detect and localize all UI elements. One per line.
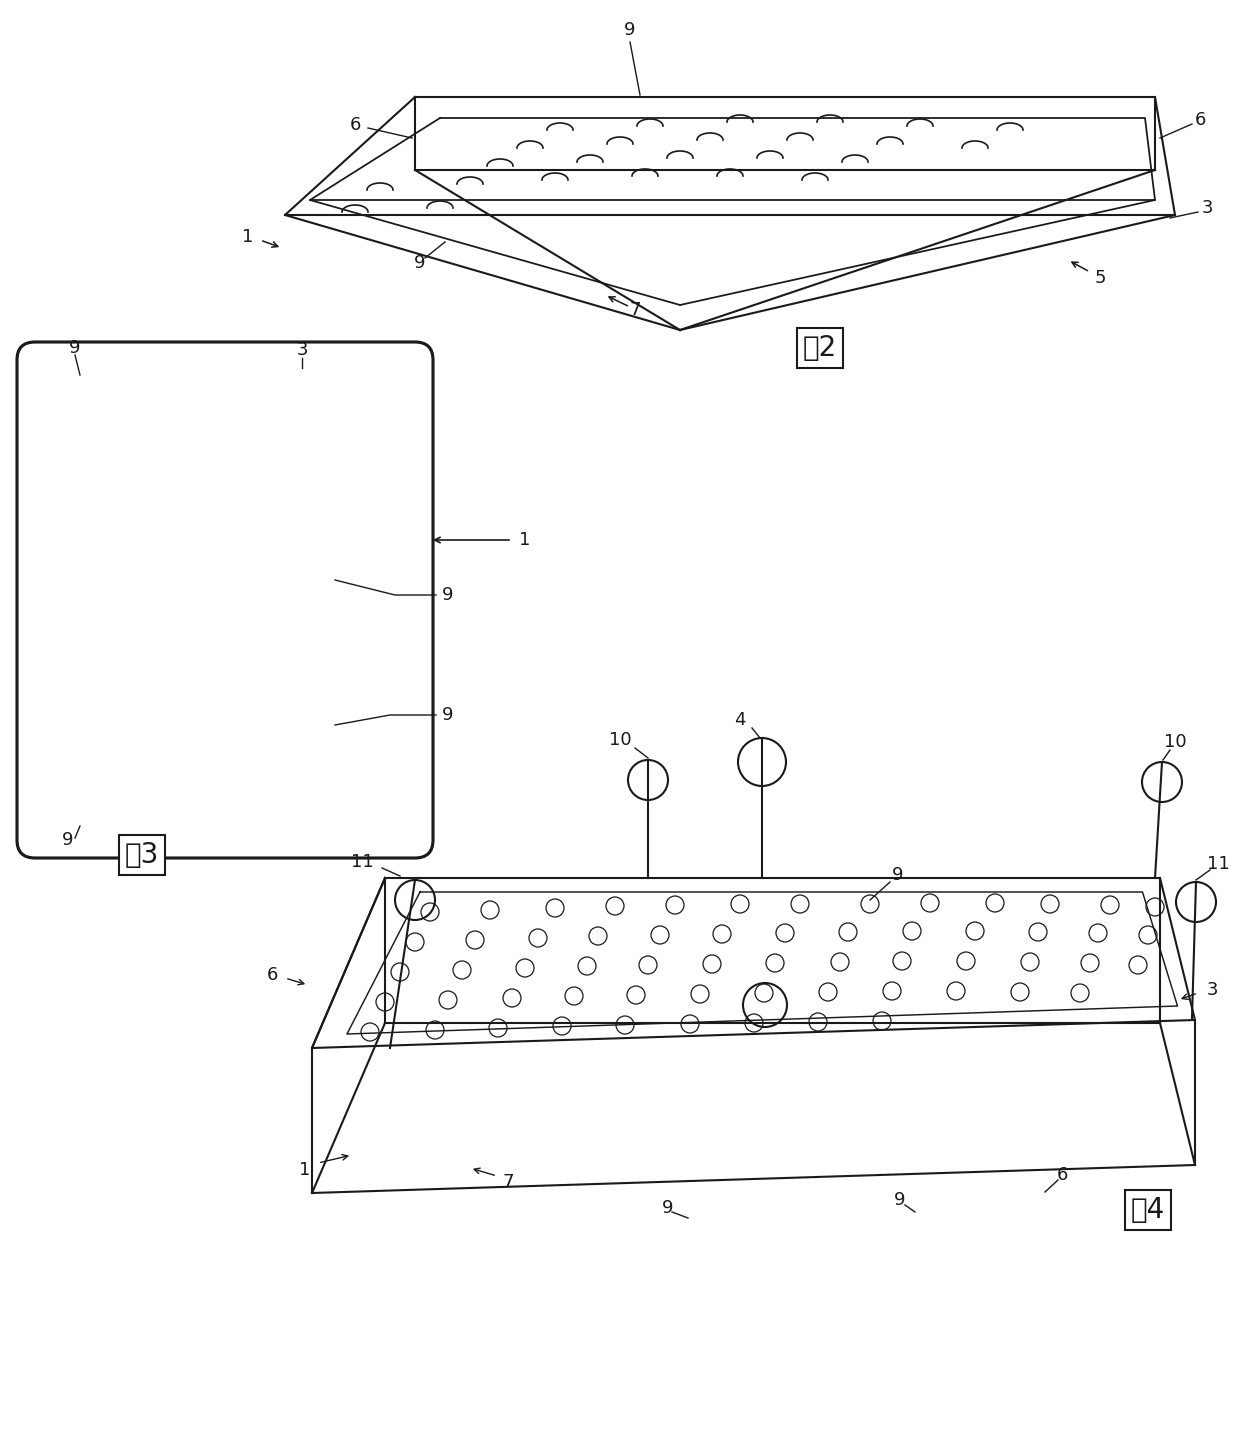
Text: 图3: 图3 [125,841,159,869]
Text: 3: 3 [1202,199,1213,216]
Text: 9: 9 [69,339,81,356]
Text: 7: 7 [502,1173,513,1190]
Text: 图4: 图4 [1131,1196,1166,1224]
Text: 10: 10 [1163,733,1187,750]
Text: 9: 9 [894,1190,905,1209]
Text: 3: 3 [1207,981,1218,999]
Text: 1: 1 [520,531,531,548]
Text: 9: 9 [62,831,73,848]
Text: 6: 6 [1194,111,1205,128]
Text: 4: 4 [734,711,745,729]
Text: 1: 1 [299,1162,311,1179]
FancyBboxPatch shape [17,342,433,859]
Text: 11: 11 [1207,856,1229,873]
Text: 9: 9 [662,1199,673,1216]
Text: 7: 7 [629,302,641,319]
Text: 9: 9 [443,586,454,605]
Text: 9: 9 [443,706,454,724]
Text: 6: 6 [1056,1166,1068,1185]
Text: 9: 9 [414,254,425,271]
Text: 10: 10 [609,732,631,749]
Text: 3: 3 [296,341,308,359]
Text: 5: 5 [1094,268,1106,287]
Text: 图2: 图2 [802,333,837,362]
Text: 9: 9 [624,22,636,39]
Text: 9: 9 [893,866,904,885]
Text: 11: 11 [351,853,373,872]
Text: 6: 6 [350,115,361,134]
Text: 1: 1 [242,228,254,245]
Text: 6: 6 [267,965,278,984]
